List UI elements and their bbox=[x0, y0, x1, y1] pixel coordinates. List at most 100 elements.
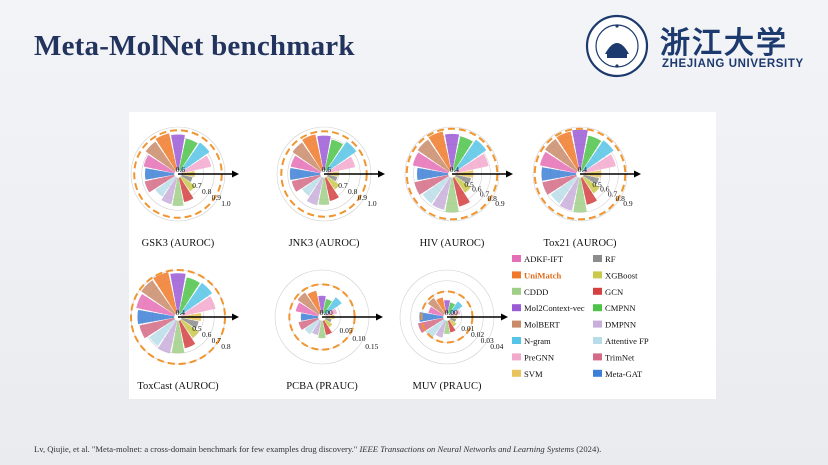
legend-item: SVM bbox=[512, 369, 543, 379]
wedge-meta-gat bbox=[144, 168, 175, 180]
citation-year: (2024). bbox=[574, 444, 602, 454]
legend-label: XGBoost bbox=[605, 270, 638, 280]
legend-item: UniMatch bbox=[512, 270, 561, 280]
wedge-unimatch bbox=[302, 134, 324, 171]
polar-chart-0: 0.6 0.70.80.91.0 GSK3 (AUROC) bbox=[130, 126, 239, 249]
wedge-adkf-ift bbox=[412, 152, 449, 174]
tick-label: 0.5 bbox=[592, 180, 602, 189]
wedge-trimnet bbox=[414, 174, 449, 195]
legend-swatch bbox=[593, 320, 602, 328]
tick-label: 0.15 bbox=[365, 342, 378, 351]
wedge-cmpnn bbox=[580, 135, 602, 171]
tick-label: 0.6 bbox=[176, 165, 186, 174]
legend-label: TrimNet bbox=[605, 352, 635, 362]
wedge-xgboost bbox=[180, 319, 199, 338]
tick-label: 0.5 bbox=[464, 180, 474, 189]
legend-label: Attentive FP bbox=[605, 336, 649, 346]
legend-swatch bbox=[512, 287, 521, 295]
wedge-dmpnn bbox=[559, 177, 580, 211]
axis-arrow bbox=[232, 313, 239, 321]
axis-arrow bbox=[506, 170, 513, 178]
wedge-pregnn bbox=[450, 309, 461, 317]
tick-label: 0.02 bbox=[471, 330, 484, 339]
legend-swatch bbox=[512, 255, 521, 262]
wedge-pregnn bbox=[181, 296, 216, 317]
polar-chart-4: 0.4 0.50.60.70.8 ToxCast (AUROC) bbox=[130, 269, 239, 392]
citation-authors: Lv, Qiujie, et al. "Meta-molnet: a cross… bbox=[34, 444, 360, 454]
legend-item: ADKF-IFT bbox=[512, 254, 564, 264]
wedge-dmpnn bbox=[306, 177, 324, 206]
legend-swatch bbox=[593, 369, 602, 377]
legend-swatch bbox=[593, 287, 602, 295]
chart-label: MUV (PRAUC) bbox=[413, 381, 482, 392]
tick-label: 0.6 bbox=[202, 330, 212, 339]
legend-label: N-gram bbox=[524, 336, 551, 346]
legend-label: DMPNN bbox=[605, 320, 637, 330]
university-name-cn: 浙江大学 bbox=[660, 26, 788, 61]
axis-arrow bbox=[376, 313, 383, 321]
chart-label: PCBA (PRAUC) bbox=[286, 381, 358, 392]
legend-item: Attentive FP bbox=[593, 336, 649, 346]
legend-item: XGBoost bbox=[593, 270, 638, 280]
tick-label: 0.6 bbox=[600, 185, 610, 194]
wedge-cddd bbox=[444, 320, 450, 334]
wedge-pregnn bbox=[583, 154, 616, 174]
legend-swatch bbox=[593, 304, 602, 312]
wedge-xgboost bbox=[324, 319, 333, 328]
legend-item: CDDD bbox=[512, 287, 548, 297]
wedge-trimnet bbox=[542, 174, 577, 195]
wedge-xgboost bbox=[326, 176, 340, 190]
axis-arrow bbox=[501, 313, 508, 321]
polar-chart-6: 0.000.010.020.030.04 MUV (PRAUC) bbox=[399, 269, 508, 392]
legend-item: TrimNet bbox=[593, 352, 635, 362]
legend-label: CMPNN bbox=[605, 303, 636, 313]
wedge-meta-gat bbox=[417, 167, 449, 181]
university-name-en: ZHEJIANG UNIVERSITY bbox=[662, 58, 804, 70]
wedge-pregnn bbox=[325, 308, 338, 317]
tick-label: 0.9 bbox=[495, 199, 505, 208]
legend-label: CDDD bbox=[524, 287, 548, 297]
tick-label: 0.4 bbox=[578, 165, 588, 174]
wedge-mol2context-vec bbox=[170, 273, 186, 314]
wedge-xgboost bbox=[582, 176, 600, 194]
tick-label: 0.8 bbox=[202, 187, 212, 196]
legend-label: RF bbox=[605, 254, 616, 264]
wedge-attentive-fp bbox=[149, 319, 176, 346]
wedge-dmpnn bbox=[312, 320, 322, 335]
legend-label: Meta-GAT bbox=[605, 369, 643, 379]
axis-arrow bbox=[378, 170, 385, 178]
legend-swatch bbox=[593, 337, 602, 344]
wedge-cmpnn bbox=[178, 277, 200, 314]
wedge-attentive-fp bbox=[422, 176, 450, 204]
polar-chart-2: 0.4 0.50.60.70.80.9 HIV (AUROC) bbox=[404, 126, 513, 249]
tick-label: 0.4 bbox=[450, 165, 460, 174]
wedge-dmpnn bbox=[432, 177, 452, 210]
wedge-molbert bbox=[544, 138, 578, 172]
wedge-rf bbox=[450, 317, 457, 323]
tick-label: 0.6 bbox=[472, 185, 482, 194]
wedge-rf bbox=[455, 174, 472, 185]
benchmark-figure: 0.6 0.7 0.8 0.9 1.0 GSK3 (AUROC) 0.6 0.7 0.8 0.9 1… bbox=[129, 112, 716, 399]
legend-item: MolBERT bbox=[512, 320, 561, 330]
legend-swatch bbox=[593, 271, 602, 279]
wedge-xgboost bbox=[180, 176, 196, 192]
legend-swatch bbox=[512, 320, 521, 328]
wedge-mol2context-vec bbox=[572, 129, 588, 171]
tick-label: 0.7 bbox=[338, 181, 348, 190]
wedge-mol2context-vec bbox=[444, 133, 460, 171]
wedge-cddd bbox=[318, 320, 326, 339]
wedge-n-gram bbox=[454, 139, 487, 172]
tick-label: 1.0 bbox=[221, 199, 231, 208]
wedge-molbert bbox=[141, 280, 176, 315]
polar-chart-1: 0.6 0.70.80.91.0 JNK3 (AUROC) bbox=[276, 126, 385, 249]
legend-swatch bbox=[512, 271, 521, 279]
citation: Lv, Qiujie, et al. "Meta-molnet: a cross… bbox=[34, 444, 601, 454]
wedge-cmpnn bbox=[322, 299, 332, 314]
wedge-pregnn bbox=[327, 156, 356, 174]
wedge-n-gram bbox=[326, 141, 357, 172]
legend-swatch bbox=[593, 255, 602, 262]
legend-item: Meta-GAT bbox=[593, 369, 643, 379]
wedge-unimatch bbox=[436, 297, 447, 314]
wedge-trimnet bbox=[139, 317, 175, 339]
